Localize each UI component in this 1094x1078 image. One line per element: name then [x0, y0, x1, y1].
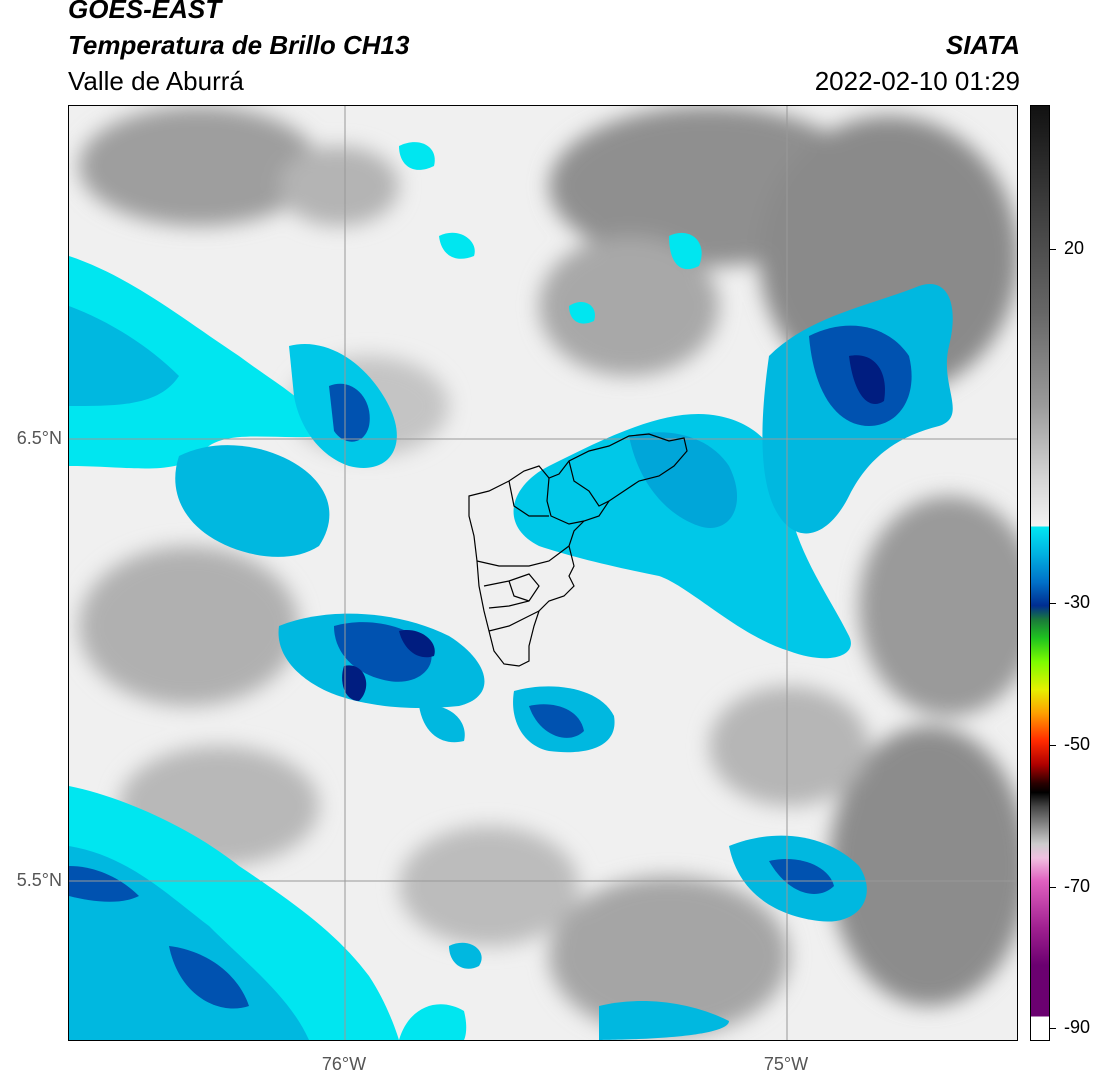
datetime-label: 2022-02-10 01:29 — [814, 66, 1020, 96]
colorbar-label-20: 20 — [1064, 238, 1085, 258]
colorbar-tick-minus30 — [1050, 603, 1056, 604]
warm-gray-areas — [79, 106, 1017, 1036]
map-canvas — [69, 106, 1017, 1040]
colorbar-label-minus30: -30 — [1064, 592, 1091, 612]
municipality-boundaries — [468, 433, 688, 667]
colorbar-tick-20 — [1050, 249, 1056, 250]
colorbar-label-minus70: -70 — [1064, 876, 1091, 896]
region-subtitle: Valle de Aburrá — [68, 66, 244, 96]
organization-label: SIATA — [945, 30, 1020, 60]
lat-tick-5.5: 5.5°N — [16, 870, 62, 890]
lat-tick-6.5: 6.5°N — [16, 428, 62, 448]
colorbar-tick-minus90 — [1050, 1028, 1056, 1029]
product-title: Temperatura de Brillo CH13 — [68, 30, 410, 60]
satellite-map[interactable] — [68, 105, 1018, 1041]
satellite-title: GOES-EAST — [68, 0, 222, 24]
cold-cloud-tops — [69, 142, 953, 1040]
map-gridlines — [69, 106, 1017, 1040]
temperature-colorbar — [1030, 105, 1050, 1041]
colorbar-label-minus50: -50 — [1064, 734, 1091, 754]
colorbar-tick-minus70 — [1050, 887, 1056, 888]
lon-tick-76: 76°W — [321, 1054, 367, 1074]
lon-tick-75: 75°W — [763, 1054, 809, 1074]
colorbar-label-minus90: -90 — [1064, 1017, 1091, 1037]
colorbar-tick-minus50 — [1050, 745, 1056, 746]
